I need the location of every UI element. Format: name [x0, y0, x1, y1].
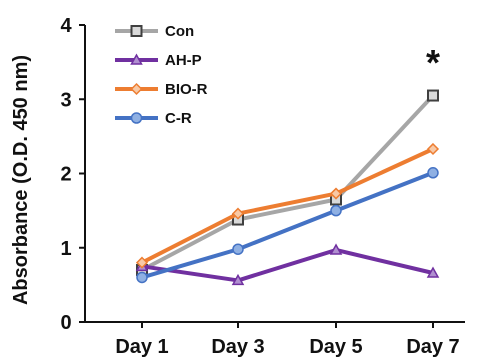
series-ah-p	[135, 243, 440, 286]
legend-label: C-R	[165, 110, 192, 127]
data-point-c-r	[330, 204, 342, 217]
x-tick-label: Day 3	[211, 336, 264, 358]
significance-asterisk: *	[426, 42, 440, 83]
series-c-r	[136, 167, 439, 284]
legend-marker	[130, 82, 143, 96]
series-line-bio-r	[141, 147, 434, 265]
data-point-ah-p	[231, 273, 245, 286]
legend-label: BIO-R	[165, 81, 208, 98]
legend-marker	[130, 25, 143, 37]
series-bio-r	[135, 142, 440, 269]
data-point-bio-r	[231, 207, 245, 220]
series-line-con	[141, 94, 435, 272]
data-point-bio-r	[329, 187, 343, 200]
y-tick-label: 2	[60, 164, 71, 186]
axes: 0 1 2 3 4 Day 1 Day 3 Day 5 Day 7	[60, 15, 465, 358]
x-tick-label: Day 1	[115, 336, 168, 358]
data-point-ah-p	[426, 266, 440, 278]
x-tick-label: Day 7	[406, 336, 459, 358]
data-point-c-r	[136, 271, 148, 284]
y-tick-label: 4	[60, 15, 72, 37]
y-axis-label: Absorbance (O.D. 450 nm)	[10, 55, 32, 305]
y-tick-label: 3	[60, 89, 71, 111]
legend-label: AH-P	[165, 52, 202, 69]
data-point-con	[427, 89, 439, 102]
legend-item-bio-r: BIO-R	[115, 81, 208, 98]
data-point-ah-p	[329, 243, 343, 255]
y-tick-label: 0	[60, 312, 71, 334]
series-layer: *	[135, 42, 440, 286]
legend-item-con: Con	[115, 23, 194, 40]
data-point-bio-r	[426, 142, 440, 156]
series-line-c-r	[141, 170, 434, 280]
legend-item-ah-p: AH-P	[115, 52, 202, 69]
data-point-c-r	[232, 243, 244, 255]
legend-marker	[130, 112, 143, 124]
legend: Con AH-P BIO-R C-R	[115, 23, 208, 127]
legend-label: Con	[165, 23, 194, 40]
data-point-c-r	[427, 167, 439, 179]
legend-item-c-r: C-R	[115, 110, 192, 127]
series-line-ah-p	[141, 247, 434, 283]
x-tick-label: Day 5	[309, 336, 362, 358]
y-tick-label: 1	[60, 238, 71, 260]
legend-marker	[130, 53, 143, 65]
data-point-bio-r	[135, 256, 149, 269]
